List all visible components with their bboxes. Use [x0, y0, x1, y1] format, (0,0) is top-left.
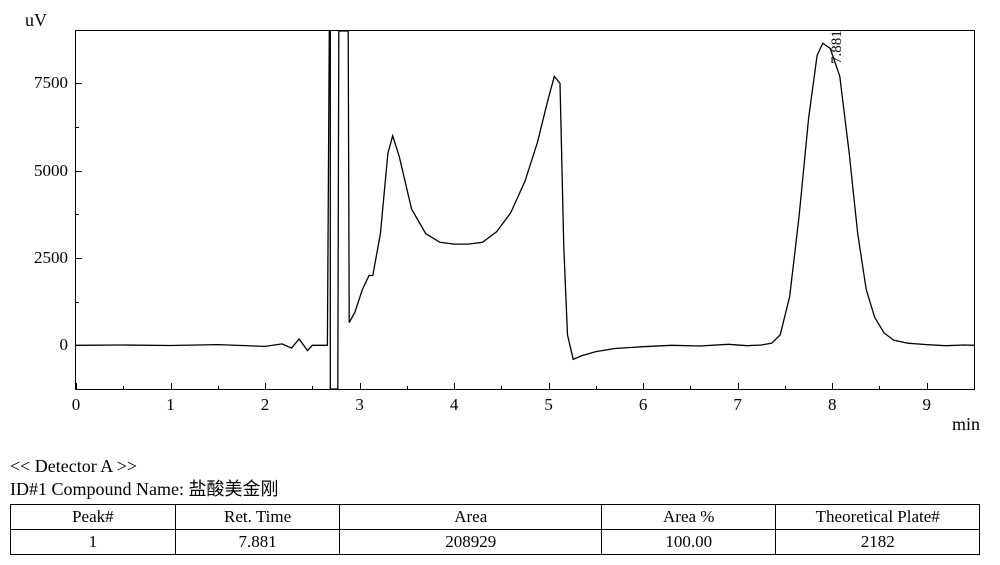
detector-label: << Detector A >> — [10, 455, 990, 478]
x-tick-mark — [738, 383, 739, 389]
x-tick-label: 6 — [639, 389, 648, 415]
x-tick-label: 9 — [922, 389, 931, 415]
x-tick-mark — [643, 383, 644, 389]
x-tick-label: 5 — [544, 389, 553, 415]
table-cell: 208929 — [340, 529, 602, 554]
x-tick-label: 3 — [355, 389, 364, 415]
table-row: 17.881208929100.002182 — [11, 529, 980, 554]
table-header-cell: Peak# — [11, 504, 176, 529]
meta-block: << Detector A >> ID#1 Compound Name: 盐酸美… — [10, 455, 990, 555]
table-cell: 7.881 — [175, 529, 340, 554]
chromatogram-chart: uV 025005000750001234567897.881 min — [20, 10, 980, 430]
y-tick-mark — [76, 171, 82, 172]
x-tick-mark — [454, 383, 455, 389]
x-tick-label: 8 — [828, 389, 837, 415]
table-header-cell: Theoretical Plate# — [776, 504, 980, 529]
y-tick-mark — [76, 258, 82, 259]
chromatogram-trace — [76, 31, 974, 389]
x-tick-mark — [171, 383, 172, 389]
peak-label: 7.881 — [829, 31, 846, 65]
compound-name-label: ID#1 Compound Name: 盐酸美金刚 — [10, 478, 990, 501]
x-tick-label: 4 — [450, 389, 459, 415]
y-tick-minor — [76, 302, 79, 303]
x-tick-label: 0 — [72, 389, 81, 415]
y-axis-unit: uV — [25, 10, 47, 31]
peak-table: Peak#Ret. TimeAreaArea %Theoretical Plat… — [10, 504, 980, 555]
table-cell: 2182 — [776, 529, 980, 554]
x-tick-mark — [832, 383, 833, 389]
table-header-cell: Area — [340, 504, 602, 529]
x-tick-mark — [360, 383, 361, 389]
x-axis-unit: min — [952, 414, 980, 435]
y-tick-mark — [76, 345, 82, 346]
table-cell: 1 — [11, 529, 176, 554]
plot-area: 025005000750001234567897.881 — [75, 30, 975, 390]
x-tick-minor — [312, 386, 313, 389]
x-tick-minor — [879, 386, 880, 389]
x-tick-minor — [407, 386, 408, 389]
trace-line — [76, 31, 974, 389]
x-tick-label: 1 — [166, 389, 175, 415]
table-header-cell: Ret. Time — [175, 504, 340, 529]
y-tick-label: 0 — [60, 335, 77, 355]
table-header-cell: Area % — [602, 504, 776, 529]
x-tick-minor — [596, 386, 597, 389]
x-tick-minor — [690, 386, 691, 389]
y-tick-label: 2500 — [34, 248, 76, 268]
x-tick-mark — [549, 383, 550, 389]
y-tick-label: 7500 — [34, 73, 76, 93]
y-tick-mark — [76, 83, 82, 84]
x-tick-minor — [123, 386, 124, 389]
x-tick-label: 2 — [261, 389, 270, 415]
x-tick-minor — [501, 386, 502, 389]
x-tick-mark — [265, 383, 266, 389]
x-tick-minor — [785, 386, 786, 389]
x-tick-mark — [76, 383, 77, 389]
x-tick-label: 7 — [733, 389, 742, 415]
x-tick-minor — [218, 386, 219, 389]
y-tick-minor — [76, 214, 79, 215]
y-tick-label: 5000 — [34, 161, 76, 181]
table-cell: 100.00 — [602, 529, 776, 554]
x-tick-mark — [927, 383, 928, 389]
y-tick-minor — [76, 127, 79, 128]
